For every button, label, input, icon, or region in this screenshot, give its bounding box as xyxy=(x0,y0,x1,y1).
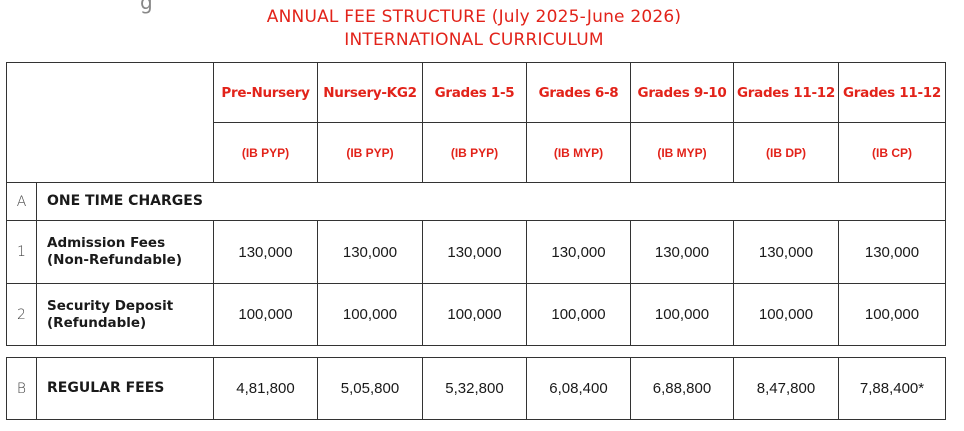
column-program: (IB PYP) xyxy=(422,122,527,183)
row-label-line-1: Security Deposit xyxy=(47,297,174,314)
fee-value: 5,05,800 xyxy=(317,357,423,420)
fee-value: 100,000 xyxy=(838,283,946,346)
column-grade: Grades 11-12 xyxy=(838,62,946,123)
column-program: (IB PYP) xyxy=(317,122,423,183)
fee-value: 130,000 xyxy=(213,220,318,284)
column-program: (IB MYP) xyxy=(526,122,631,183)
fee-value: 130,000 xyxy=(733,220,839,284)
fee-value: 130,000 xyxy=(526,220,631,284)
column-grade: Grades 1-5 xyxy=(422,62,527,123)
column-grade: Grades 6-8 xyxy=(526,62,631,123)
section-index: B xyxy=(6,357,37,420)
header-blank-cell xyxy=(6,62,214,183)
fee-table-main: Pre-Nursery Nursery-KG2 Grades 1-5 Grade… xyxy=(6,62,946,346)
section-label: REGULAR FEES xyxy=(36,357,214,420)
fee-value: 100,000 xyxy=(733,283,839,346)
fee-value: 100,000 xyxy=(630,283,734,346)
column-program: (IB DP) xyxy=(733,122,839,183)
fee-value: 100,000 xyxy=(526,283,631,346)
row-label-line-2: (Non-Refundable) xyxy=(47,252,182,268)
title-line-2: INTERNATIONAL CURRICULUM xyxy=(344,30,604,50)
column-grade: Grades 9-10 xyxy=(630,62,734,123)
grade-header-row: Pre-Nursery Nursery-KG2 Grades 1-5 Grade… xyxy=(6,62,946,183)
fee-value: 4,81,800 xyxy=(213,357,318,420)
partial-heading-glyph: g xyxy=(140,0,153,14)
section-index: A xyxy=(6,182,37,221)
column-grade: Nursery-KG2 xyxy=(317,62,423,123)
fee-value: 130,000 xyxy=(838,220,946,284)
fee-value: 100,000 xyxy=(317,283,423,346)
fee-value: 6,88,800 xyxy=(630,357,734,420)
column-program: (IB PYP) xyxy=(213,122,318,183)
fee-row-admission: 1 Admission Fees (Non-Refundable) 130,00… xyxy=(6,220,946,284)
fee-value: 5,32,800 xyxy=(422,357,527,420)
fee-value: 100,000 xyxy=(422,283,527,346)
fee-row-security-deposit: 2 Security Deposit (Refundable) 100,000 … xyxy=(6,283,946,346)
fee-value: 130,000 xyxy=(630,220,734,284)
column-program: (IB MYP) xyxy=(630,122,734,183)
fee-value: 130,000 xyxy=(317,220,423,284)
row-label: Admission Fees (Non-Refundable) xyxy=(36,220,214,284)
section-b-row: B REGULAR FEES 4,81,800 5,05,800 5,32,80… xyxy=(6,357,946,420)
program-header-row: (IB PYP) (IB PYP) (IB PYP) (IB MYP) (IB … xyxy=(7,122,946,183)
section-label: ONE TIME CHARGES xyxy=(36,182,946,221)
column-grade: Grades 11-12 xyxy=(733,62,839,123)
column-grade: Pre-Nursery xyxy=(213,62,318,123)
fee-table-regular: B REGULAR FEES 4,81,800 5,05,800 5,32,80… xyxy=(6,357,946,420)
fee-value: 130,000 xyxy=(422,220,527,284)
title-line-1: ANNUAL FEE STRUCTURE (July 2025-June 202… xyxy=(266,7,682,27)
column-program: (IB CP) xyxy=(838,122,946,183)
row-index: 1 xyxy=(6,220,37,284)
row-label-line-2: (Refundable) xyxy=(47,314,147,331)
row-index: 2 xyxy=(6,283,37,346)
fee-value: 6,08,400 xyxy=(526,357,631,420)
section-a-row: A ONE TIME CHARGES xyxy=(6,182,946,221)
fee-value: 100,000 xyxy=(213,283,318,346)
row-label: Security Deposit (Refundable) xyxy=(36,283,214,346)
fee-value: 7,88,400* xyxy=(838,357,946,420)
row-label-line-1: Admission Fees xyxy=(47,235,166,251)
fee-value: 8,47,800 xyxy=(733,357,839,420)
